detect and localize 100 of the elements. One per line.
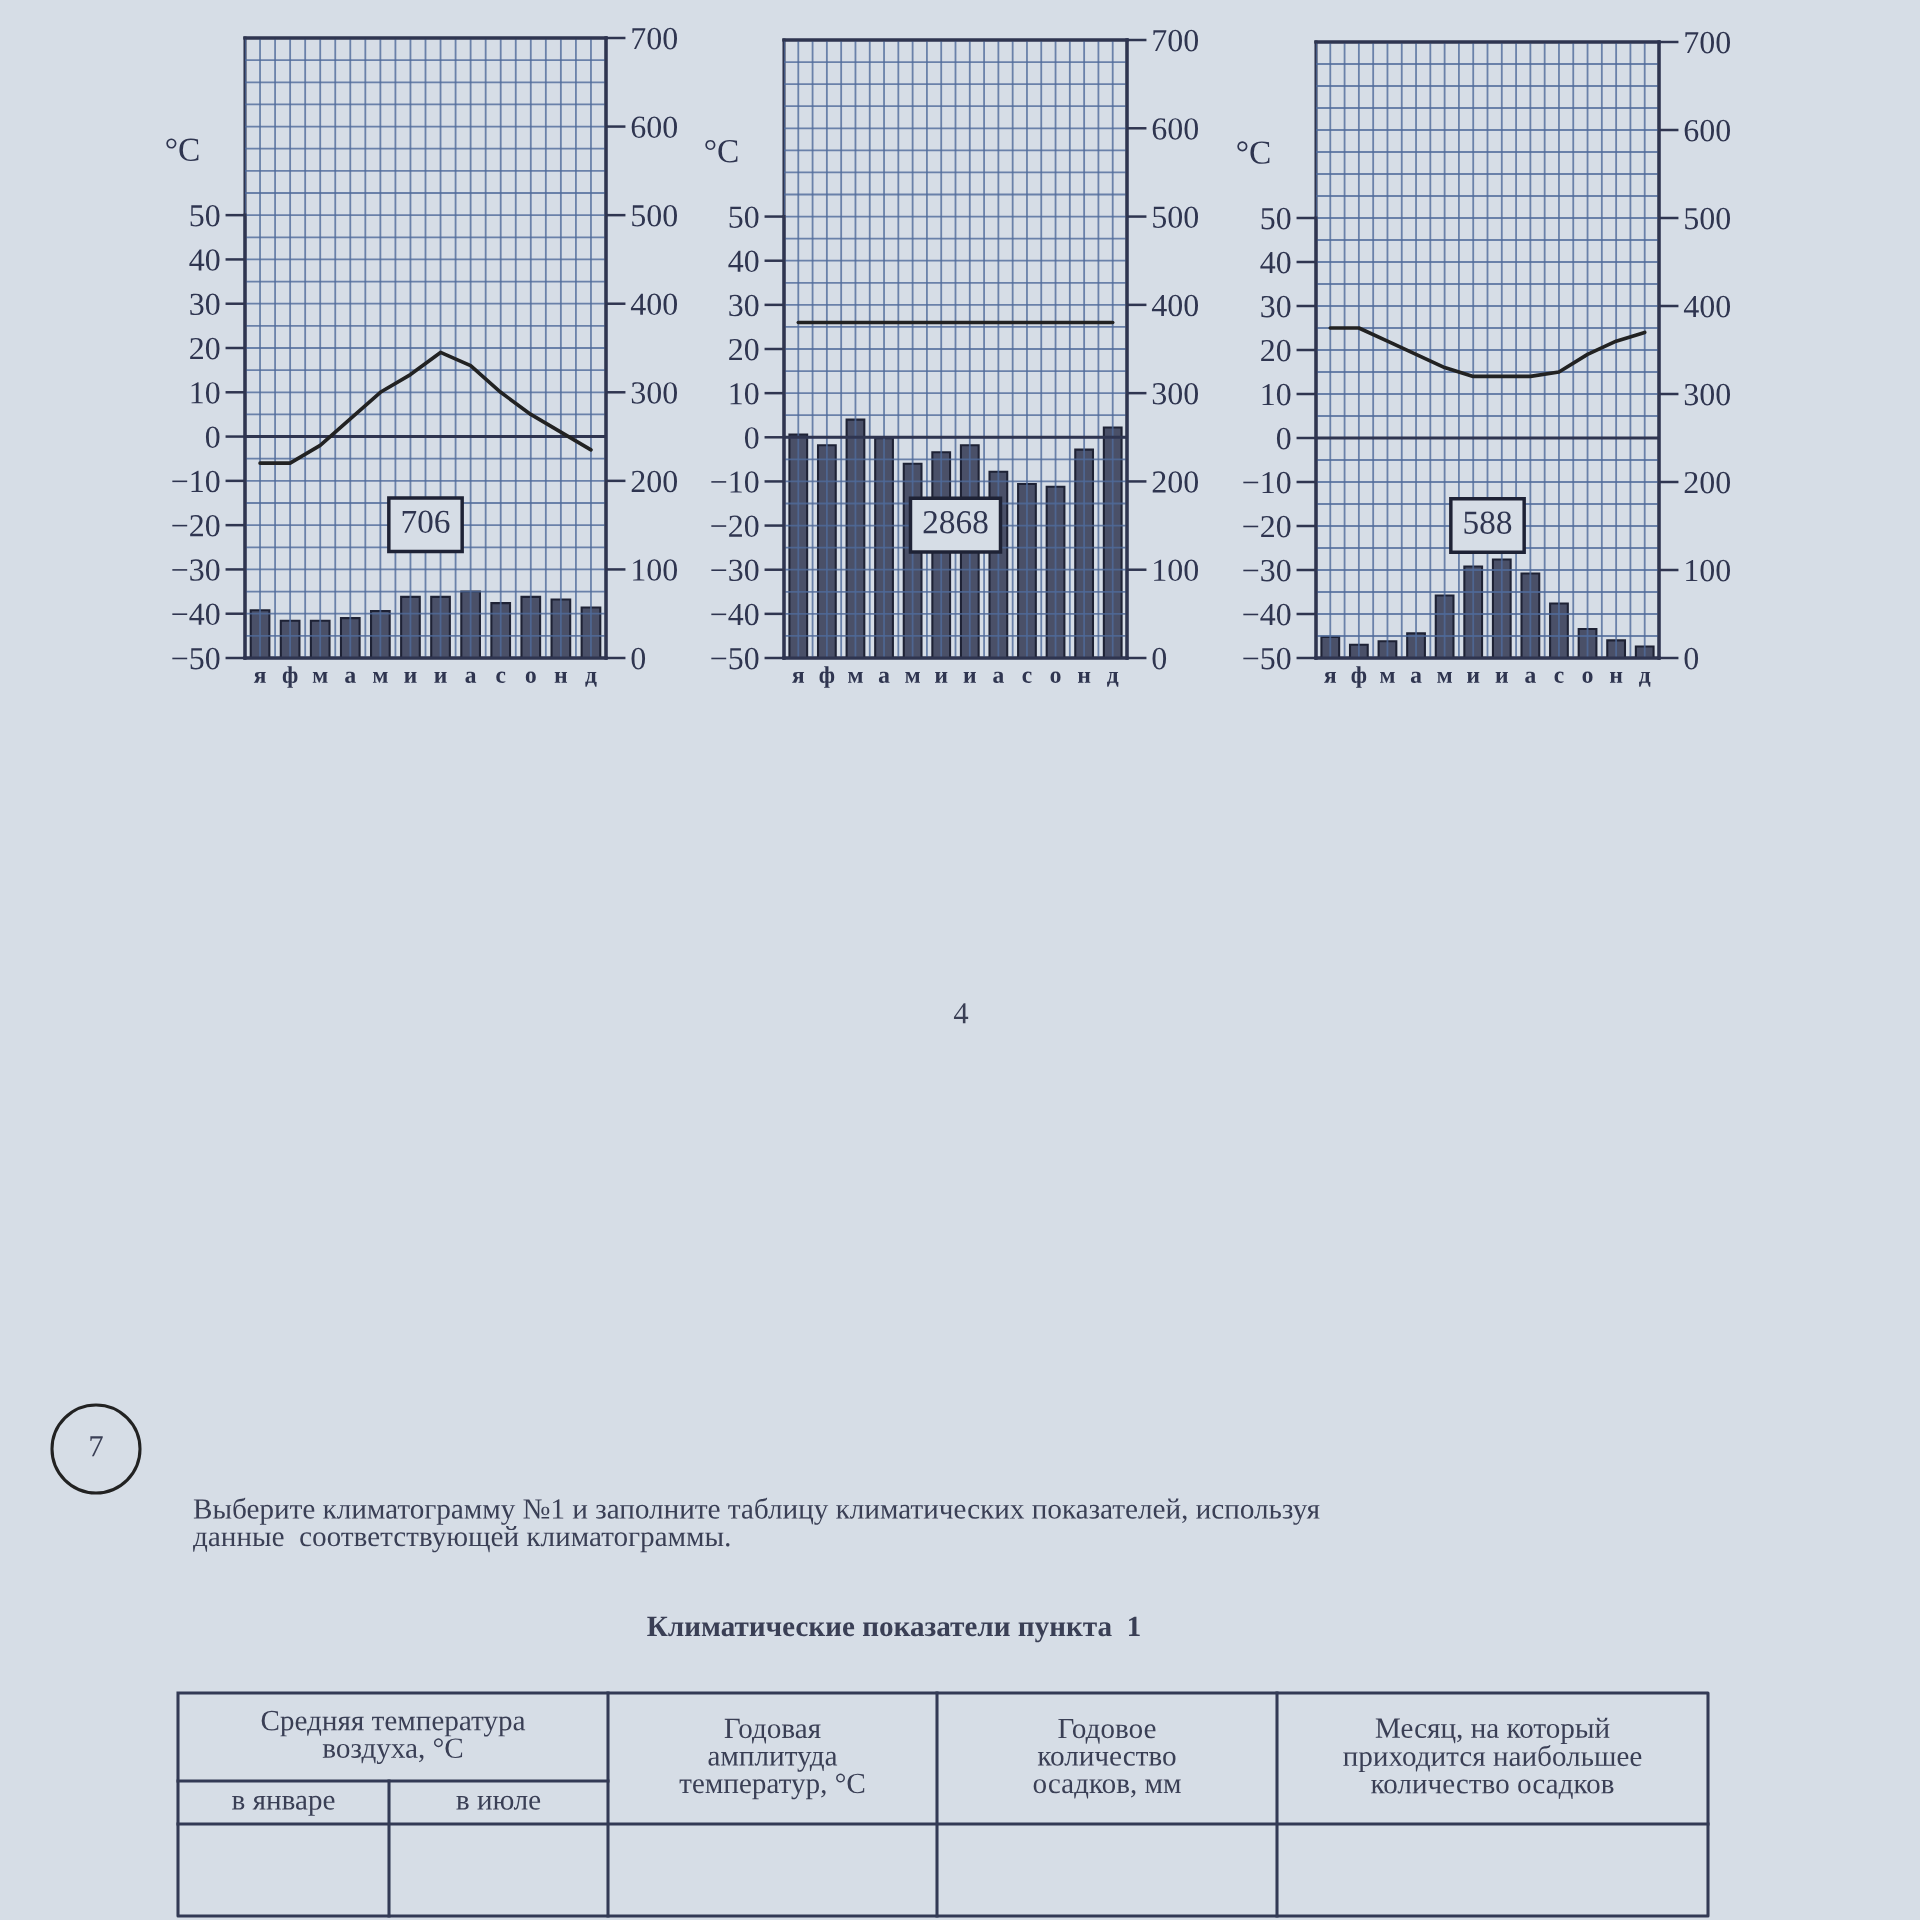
text: 7 (90, 1436, 103, 1457)
line-series (258, 350, 593, 465)
y2-tick-label: 400 (1683, 295, 1730, 318)
x-tick-label: и (1495, 671, 1508, 683)
y2-tick-label: 700 (1153, 29, 1198, 52)
x-tick-label: ф (282, 666, 298, 688)
x-tick-label: и (404, 671, 417, 683)
y2-tick-label: 500 (1685, 207, 1730, 230)
y2-tick-label: 0 (1684, 647, 1699, 670)
text: в июле (456, 1795, 541, 1810)
x-tick-label: с (496, 671, 506, 683)
x-tick-label: а (878, 671, 890, 683)
y-tick-label: 20 (1261, 339, 1291, 362)
text: в январе (232, 1795, 335, 1816)
annotation: 588 (1464, 511, 1512, 534)
y2-tick-label: 100 (1154, 559, 1198, 582)
y2-tick-label: 500 (1153, 206, 1198, 228)
y2-tick-label: 0 (1152, 647, 1167, 670)
y2-tick-label: 400 (630, 293, 677, 316)
line-series (1328, 326, 1647, 379)
x-tick-label: о (1050, 671, 1061, 683)
x-tick-label: о (525, 671, 536, 683)
y-tick-label: 50 (1261, 207, 1291, 230)
x-tick-label: м (1437, 671, 1452, 683)
y-axis-title: °C (166, 138, 199, 161)
y2-tick-label: 400 (1151, 294, 1198, 317)
y-tick-label: −30 (1243, 559, 1291, 582)
y2-tick-label: 300 (1684, 383, 1730, 406)
x-tick-label: с (1022, 671, 1032, 683)
x-tick-label: ф (1351, 666, 1367, 688)
x-tick-label: о (1582, 671, 1593, 683)
x-tick-label: а (993, 671, 1004, 683)
x-tick-label: м (312, 671, 328, 683)
y-tick-label: 30 (190, 293, 220, 316)
x-tick-label: и (1467, 671, 1480, 683)
y2-tick-label: 200 (1152, 471, 1198, 493)
text: Годовое количество осадков, мм (1033, 1718, 1181, 1799)
y-tick-label: 0 (1276, 427, 1291, 450)
y-tick-label: 40 (1260, 251, 1291, 274)
y2-tick-label: 200 (631, 470, 677, 493)
y2-tick-label: 500 (632, 204, 677, 227)
y-tick-label: −20 (172, 514, 220, 537)
x-tick-label: я (1324, 671, 1337, 683)
y-tick-label: −40 (1243, 603, 1291, 626)
y-tick-label: 20 (190, 337, 220, 360)
x-tick-label: я (253, 671, 266, 683)
x-tick-label: м (372, 671, 388, 683)
x-tick-label: а (1525, 671, 1536, 683)
y-axis-title: °C (1237, 141, 1270, 164)
y-tick-label: 40 (728, 250, 759, 273)
y2-tick-label: 0 (631, 647, 646, 670)
y-tick-label: −50 (711, 647, 759, 670)
y-tick-label: 0 (744, 427, 759, 449)
annotation: 706 (402, 510, 450, 534)
y-tick-label: 30 (729, 294, 759, 317)
y-tick-label: 50 (190, 204, 220, 227)
x-tick-label: м (905, 671, 920, 683)
y-tick-label: −30 (711, 559, 759, 582)
y2-tick-label: 100 (633, 559, 677, 581)
x-tick-label: а (1410, 671, 1422, 683)
y-tick-label: −50 (1243, 647, 1291, 670)
y2-tick-label: 700 (632, 27, 677, 50)
text: Месяц, на который приходится наибольшее количество осадков (1343, 1717, 1642, 1799)
x-tick-label: а (345, 671, 356, 683)
x-tick-label: д (1107, 671, 1119, 687)
y2-tick-label: 600 (1152, 118, 1198, 140)
y-tick-label: 50 (729, 206, 759, 228)
y-tick-label: 10 (1262, 383, 1291, 406)
x-tick-label: и (935, 671, 948, 683)
y-tick-label: −10 (1243, 471, 1291, 494)
y-tick-label: 10 (191, 382, 220, 404)
y-tick-label: −10 (711, 471, 759, 493)
x-tick-label: ф (819, 666, 835, 688)
text: Годовая амплитуда температур, °C (679, 1718, 865, 1800)
x-tick-label: а (465, 671, 477, 683)
x-tick-label: м (848, 671, 863, 683)
y-tick-label: −20 (1243, 515, 1291, 538)
text: Климатические показатели пункта 1 (647, 1616, 1140, 1643)
y2-tick-label: 200 (1684, 471, 1730, 494)
y2-tick-label: 100 (1686, 559, 1730, 582)
text: 4 (953, 1003, 969, 1024)
x-tick-label: д (1639, 671, 1651, 687)
y-tick-label: −40 (172, 603, 220, 626)
x-tick-label: н (1077, 671, 1091, 683)
y-tick-label: 40 (189, 249, 220, 271)
y-tick-label: −30 (172, 559, 220, 581)
x-tick-label: д (585, 671, 597, 687)
text: Выберите климатограмму №1 и заполните таблицу климатических показателей, используя данные соответствующей климатограммы. (193, 1497, 1320, 1553)
y-tick-label: 20 (729, 338, 759, 361)
y2-tick-label: 300 (631, 382, 677, 404)
y-tick-label: 30 (1261, 295, 1291, 318)
x-tick-label: и (434, 671, 447, 683)
y-tick-label: −50 (172, 647, 220, 670)
x-tick-label: м (1380, 671, 1395, 683)
y2-tick-label: 700 (1685, 31, 1730, 54)
y2-tick-label: 600 (631, 116, 677, 138)
y2-tick-label: 300 (1152, 382, 1198, 405)
text: Средняя температура воздуха, °C (261, 1710, 526, 1764)
y-tick-label: −10 (172, 470, 220, 493)
y-tick-label: −40 (711, 603, 759, 626)
